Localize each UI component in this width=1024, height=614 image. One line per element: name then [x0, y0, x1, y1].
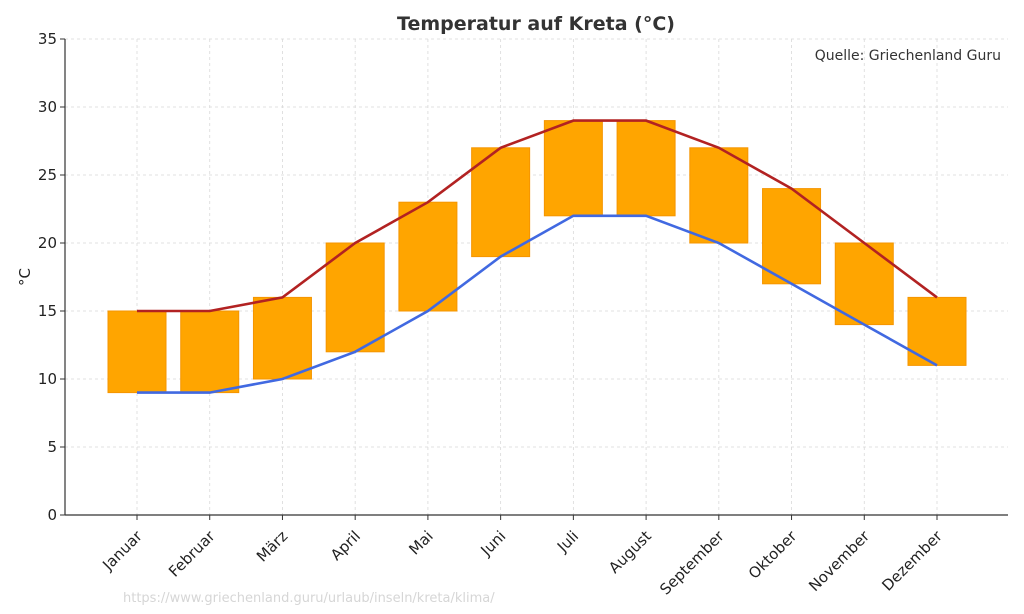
x-tick-label: April	[327, 527, 364, 564]
y-tick-label: 20	[38, 234, 57, 252]
temperature-range-bar	[543, 120, 603, 217]
x-tick-label: Juni	[477, 527, 510, 560]
y-tick-label: 10	[38, 370, 57, 388]
x-tick-label: Januar	[98, 527, 146, 575]
temperature-range-bar	[471, 147, 531, 258]
watermark-url: https://www.griechenland.guru/urlaub/ins…	[123, 591, 495, 606]
y-tick-label: 15	[38, 302, 57, 320]
x-tick-label: Juli	[553, 527, 582, 556]
y-tick-label: 5	[47, 438, 57, 456]
y-tick-label: 30	[38, 98, 57, 116]
x-tick-label: Dezember	[878, 527, 946, 595]
max-temperature-line	[137, 119, 938, 313]
temperature-range-bar	[689, 147, 749, 244]
source-annotation: Quelle: Griechenland Guru	[815, 48, 1001, 64]
temperature-range-bar	[252, 296, 312, 380]
min-temperature-line	[137, 214, 938, 394]
x-tick-label: November	[805, 527, 873, 595]
y-tick-label: 35	[38, 30, 57, 48]
temperature-range-bar	[398, 201, 458, 312]
chart-title: Temperatur auf Kreta (°C)	[397, 13, 675, 35]
x-tick-label: September	[656, 527, 728, 599]
x-tick-label: Mai	[405, 527, 436, 558]
y-tick-label: 0	[47, 506, 57, 524]
y-tick-label: 25	[38, 166, 57, 184]
temperature-range-bar	[180, 310, 240, 394]
x-tick-label: Februar	[165, 527, 219, 581]
x-tick-label: Oktober	[745, 527, 801, 583]
x-tick-label: März	[253, 527, 291, 565]
temperature-range-bar	[325, 242, 385, 353]
temperature-range-bar	[107, 310, 167, 394]
y-axis-label: °C	[16, 268, 34, 286]
x-tick-label: August	[605, 527, 655, 577]
temperature-range-bar	[616, 120, 676, 217]
